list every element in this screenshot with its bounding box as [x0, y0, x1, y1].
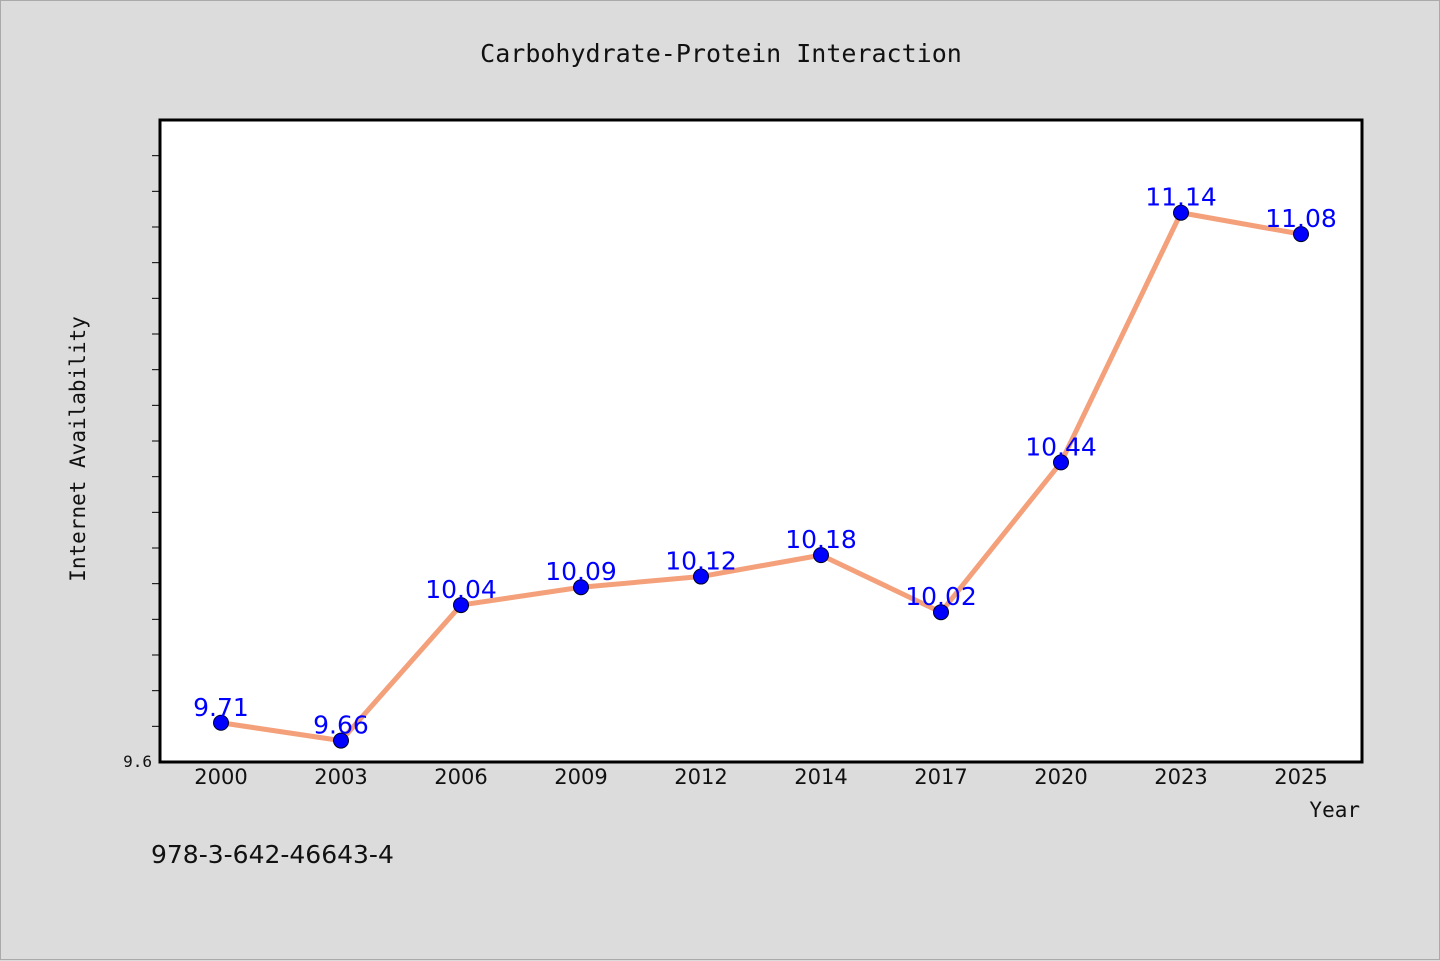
x-tick-label: 2003 — [314, 765, 367, 789]
data-label: 9.71 — [193, 693, 249, 722]
chart-title: Carbohydrate-Protein Interaction — [480, 39, 962, 68]
data-point — [573, 579, 589, 596]
plot-area — [158, 118, 1364, 764]
data-point — [933, 604, 949, 621]
y-axis-ticks — [152, 155, 159, 727]
x-axis-label: Year — [1309, 798, 1360, 822]
x-tick-labels: 2000 2003 2006 2009 2012 2014 2017 2020 2023 2025 — [194, 765, 1327, 789]
x-tick-label: 2014 — [794, 765, 847, 789]
data-point — [1293, 226, 1309, 243]
x-tick-label: 2012 — [674, 765, 727, 789]
data-labels: 9.71 9.66 10.04 10.09 10.12 10.18 10.02 10.44 11… — [193, 183, 1337, 740]
data-markers — [213, 204, 1309, 749]
data-label: 10.09 — [545, 557, 617, 586]
x-tick-label: 2006 — [434, 765, 487, 789]
data-label: 11.08 — [1265, 204, 1337, 233]
x-tick-label: 2023 — [1154, 765, 1207, 789]
data-point — [813, 547, 829, 564]
x-tick-label: 2020 — [1034, 765, 1087, 789]
x-tick-label: 2009 — [554, 765, 607, 789]
data-point — [453, 597, 469, 614]
data-point — [333, 732, 349, 749]
series-line — [220, 210, 1302, 744]
y-tick-label-min: 9.6 — [123, 752, 152, 771]
data-label: 10.44 — [1025, 432, 1097, 461]
data-label: 11.14 — [1145, 183, 1217, 212]
data-label: 10.04 — [425, 575, 497, 604]
data-label: 10.18 — [785, 525, 857, 554]
y-axis-label: Internet Availability — [66, 316, 90, 582]
isbn-text: 978-3-642-46643-4 — [151, 840, 394, 869]
data-label: 9.66 — [313, 711, 369, 740]
x-tick-label: 2025 — [1274, 765, 1327, 789]
data-label: 10.12 — [665, 547, 737, 576]
data-point — [1053, 454, 1069, 471]
data-label: 10.02 — [905, 582, 977, 611]
data-point — [1173, 204, 1189, 221]
x-tick-label: 2000 — [194, 765, 247, 789]
data-point — [213, 714, 229, 731]
data-point — [693, 568, 709, 585]
x-tick-label: 2017 — [914, 765, 967, 789]
